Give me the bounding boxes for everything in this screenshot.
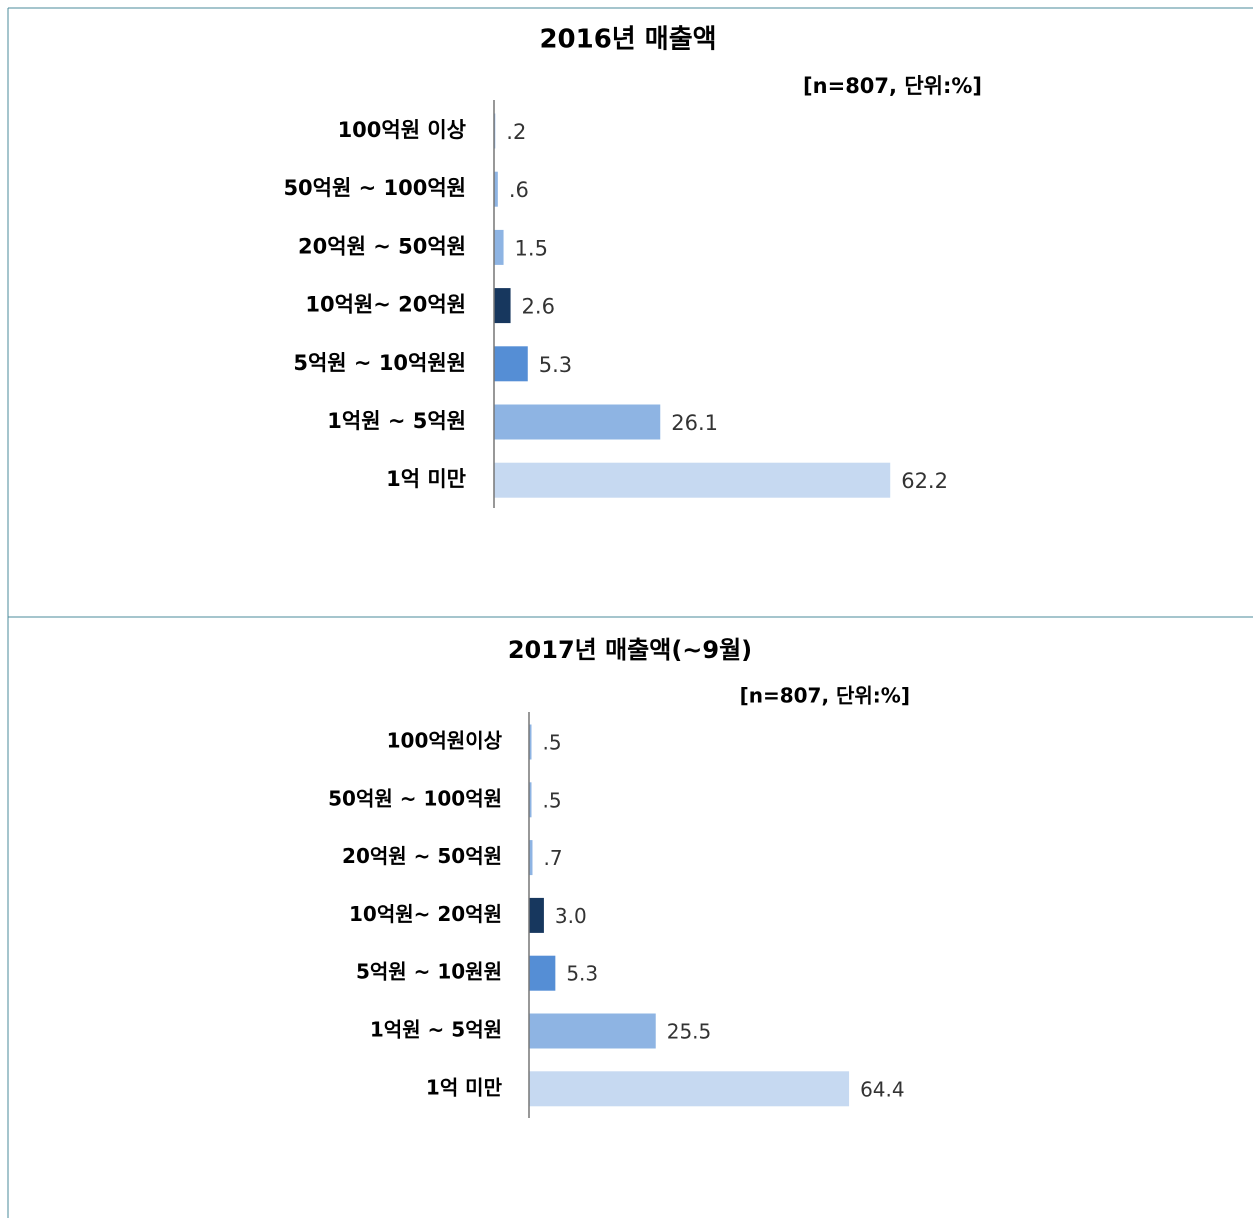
bar [494, 288, 511, 324]
value-label: .6 [509, 178, 529, 202]
category-label: 10억원~ 20억원 [305, 293, 466, 317]
category-label: 5억원 ~ 10원원 [356, 960, 502, 984]
value-label: .5 [542, 731, 561, 755]
bar [529, 1013, 656, 1049]
value-label: 62.2 [901, 469, 948, 493]
category-label: 1억원 ~ 5억원 [370, 1018, 502, 1042]
bar [529, 724, 532, 760]
bar [494, 462, 891, 498]
category-label: 5억원 ~ 10억원원 [293, 351, 466, 375]
bar [494, 346, 528, 382]
value-label: 1.5 [515, 236, 548, 260]
bar [529, 897, 544, 933]
category-label: 10억원~ 20억원 [349, 902, 502, 926]
value-label: 5.3 [566, 962, 598, 986]
category-label: 1억 미만 [386, 467, 466, 491]
bar [529, 782, 532, 818]
bar [494, 229, 504, 265]
value-label: .7 [543, 846, 562, 870]
category-label: 100억원이상 [387, 729, 503, 753]
bar [494, 404, 661, 440]
category-label: 50억원 ~ 100억원 [328, 786, 502, 810]
category-label: 20억원 ~ 50억원 [298, 234, 466, 258]
value-label: 5.3 [539, 353, 572, 377]
value-label: .5 [542, 788, 561, 812]
category-label: 50억원 ~ 100억원 [283, 176, 466, 200]
category-label: 20억원 ~ 50억원 [342, 844, 502, 868]
value-label: 2.6 [522, 295, 555, 319]
bar [529, 1071, 850, 1107]
bar [529, 840, 533, 876]
category-label: 100억원 이상 [338, 118, 466, 142]
bar [494, 171, 498, 207]
bar [529, 955, 556, 991]
value-label: 25.5 [667, 1020, 712, 1044]
value-label: 64.4 [860, 1077, 905, 1101]
chart-title: 2016년 매출액 [539, 25, 716, 55]
value-label: 26.1 [671, 411, 718, 435]
value-label: .2 [506, 120, 526, 144]
chart-title: 2017년 매출액(~9월) [508, 636, 752, 664]
category-label: 1억원 ~ 5억원 [327, 409, 466, 433]
chart-subtitle: [n=807, 단위:%] [740, 684, 910, 708]
value-label: 3.0 [555, 904, 587, 928]
category-label: 1억 미만 [426, 1075, 503, 1099]
chart-subtitle: [n=807, 단위:%] [803, 74, 982, 98]
